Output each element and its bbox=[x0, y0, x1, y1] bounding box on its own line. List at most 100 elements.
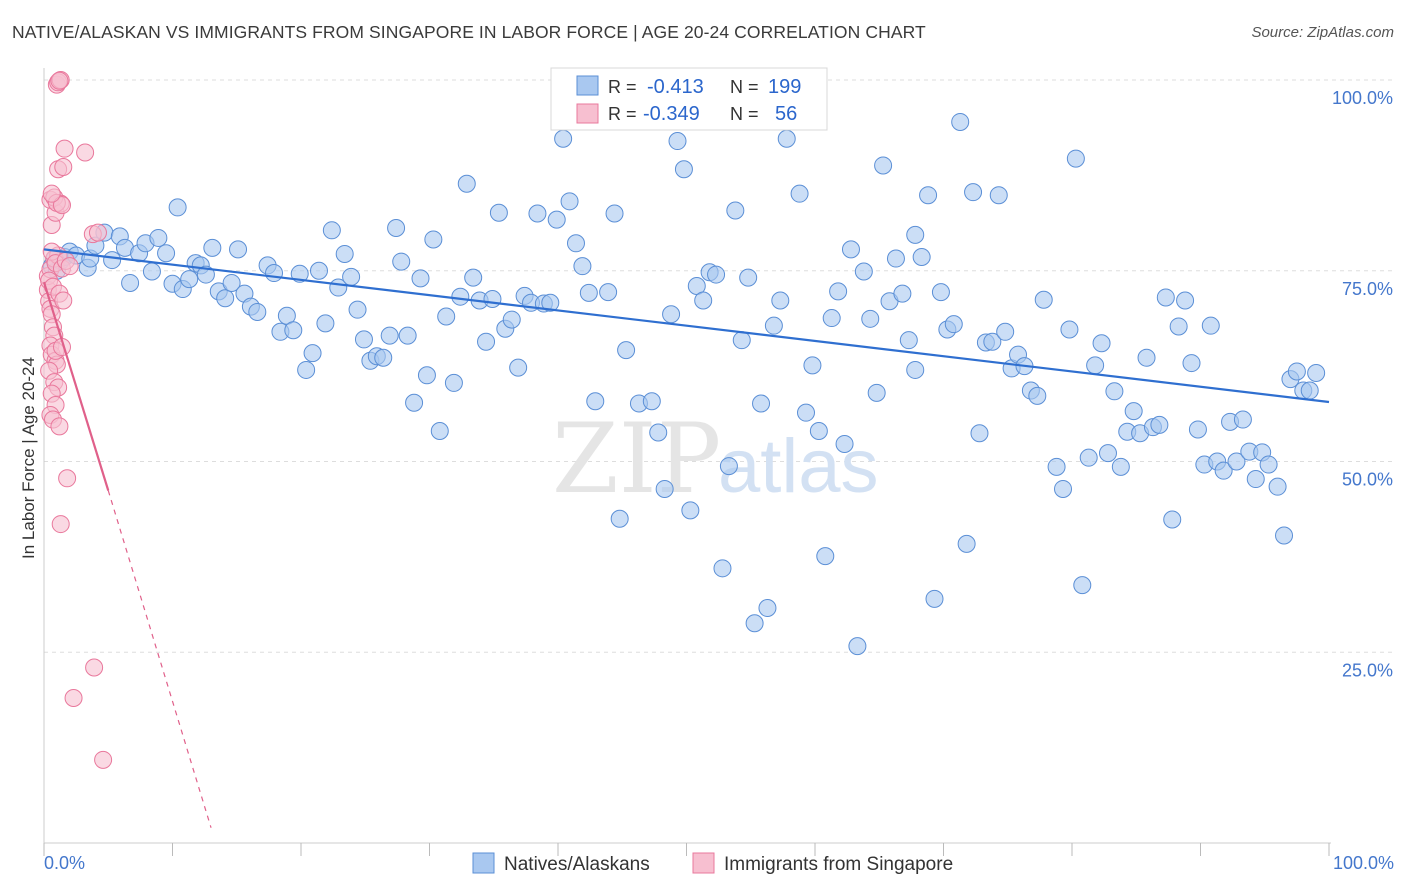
native-point bbox=[649, 423, 668, 442]
y-tick-label-100: 100.0% bbox=[1332, 88, 1393, 108]
native-point bbox=[906, 225, 925, 244]
native-point bbox=[121, 273, 140, 292]
native-point bbox=[1066, 149, 1085, 168]
singapore-point bbox=[54, 157, 73, 176]
native-point bbox=[451, 287, 470, 306]
native-point bbox=[297, 360, 316, 379]
native-point bbox=[919, 186, 938, 205]
stats-legend-n-value-blue: 199 bbox=[768, 76, 801, 98]
native-point bbox=[599, 283, 618, 302]
native-point bbox=[477, 332, 496, 351]
native-point bbox=[970, 424, 989, 443]
native-point bbox=[1111, 457, 1130, 476]
native-point bbox=[265, 264, 284, 283]
native-point bbox=[1105, 382, 1124, 401]
stats-legend-n-label-pink: N = bbox=[730, 104, 759, 124]
native-point bbox=[662, 305, 681, 324]
native-point bbox=[405, 393, 424, 412]
native-point bbox=[713, 559, 732, 578]
native-point bbox=[322, 221, 341, 240]
native-point bbox=[284, 321, 303, 340]
trend-lines bbox=[42, 248, 1330, 828]
native-point bbox=[771, 291, 790, 310]
singapore-point bbox=[54, 291, 73, 310]
stats-legend-swatch-blue bbox=[576, 75, 599, 96]
singapore-point bbox=[51, 515, 70, 534]
native-point bbox=[444, 373, 463, 392]
native-point bbox=[1307, 363, 1326, 382]
native-point bbox=[1137, 348, 1156, 367]
native-point bbox=[203, 238, 222, 257]
stats-legend: R = -0.413 N = 199 R = -0.349 N = 56 bbox=[550, 67, 828, 131]
native-point bbox=[719, 457, 738, 476]
native-point bbox=[835, 434, 854, 453]
native-point bbox=[290, 264, 309, 283]
trend-line-natives bbox=[43, 248, 1330, 404]
native-point bbox=[216, 289, 235, 308]
native-point bbox=[398, 326, 417, 345]
native-point bbox=[605, 204, 624, 223]
native-point bbox=[752, 394, 771, 413]
native-point bbox=[417, 366, 436, 385]
native-point bbox=[925, 589, 944, 608]
native-point bbox=[931, 283, 950, 302]
native-point bbox=[1098, 444, 1117, 463]
native-point bbox=[1188, 420, 1207, 439]
native-point bbox=[502, 310, 521, 329]
singapore-point bbox=[88, 223, 107, 242]
native-point bbox=[342, 267, 361, 286]
native-point bbox=[803, 356, 822, 375]
native-point bbox=[541, 293, 560, 312]
native-point bbox=[392, 252, 411, 271]
native-point bbox=[348, 300, 367, 319]
native-point bbox=[149, 228, 168, 247]
native-point bbox=[547, 210, 566, 229]
native-point bbox=[745, 614, 764, 633]
native-point bbox=[1156, 288, 1175, 307]
native-point bbox=[248, 302, 267, 321]
native-point bbox=[229, 240, 248, 259]
singapore-point bbox=[76, 143, 95, 162]
stats-legend-r-label-pink: R = bbox=[608, 104, 637, 124]
native-point bbox=[854, 262, 873, 281]
watermark: ZIP atlas bbox=[552, 403, 879, 515]
native-point bbox=[912, 248, 931, 267]
native-point bbox=[1169, 317, 1188, 336]
singapore-point bbox=[55, 139, 74, 158]
native-point bbox=[1124, 402, 1143, 421]
native-point bbox=[1233, 410, 1252, 429]
native-point bbox=[586, 392, 605, 411]
native-point bbox=[1259, 455, 1278, 474]
native-point bbox=[457, 174, 476, 193]
native-point bbox=[816, 547, 835, 566]
native-point bbox=[335, 244, 354, 263]
native-point bbox=[579, 283, 598, 302]
native-point bbox=[180, 270, 199, 289]
native-point bbox=[1150, 415, 1169, 434]
stats-legend-r-value-blue: -0.413 bbox=[647, 76, 704, 98]
trend-line-singapore-extension bbox=[107, 490, 212, 828]
native-point bbox=[1028, 386, 1047, 405]
singapore-point bbox=[50, 71, 69, 90]
y-tick-label-50: 50.0% bbox=[1342, 470, 1393, 490]
native-point bbox=[1182, 354, 1201, 373]
stats-legend-swatch-pink bbox=[576, 103, 599, 124]
native-point bbox=[797, 403, 816, 422]
native-point bbox=[732, 331, 751, 350]
native-point bbox=[822, 309, 841, 328]
trend-line-singapore bbox=[42, 281, 110, 491]
native-point bbox=[726, 201, 745, 220]
y-tick-label-25: 25.0% bbox=[1342, 660, 1393, 680]
singapore-point bbox=[94, 750, 113, 769]
native-point bbox=[694, 291, 713, 310]
native-point bbox=[142, 262, 161, 281]
native-point bbox=[1047, 457, 1066, 476]
native-point bbox=[430, 421, 449, 440]
native-point bbox=[610, 509, 629, 528]
native-point bbox=[617, 341, 636, 360]
axes bbox=[43, 68, 1331, 856]
native-point bbox=[157, 244, 176, 263]
source-label: Source: ZipAtlas.com bbox=[1251, 24, 1394, 41]
native-point bbox=[437, 307, 456, 326]
native-point bbox=[560, 192, 579, 211]
